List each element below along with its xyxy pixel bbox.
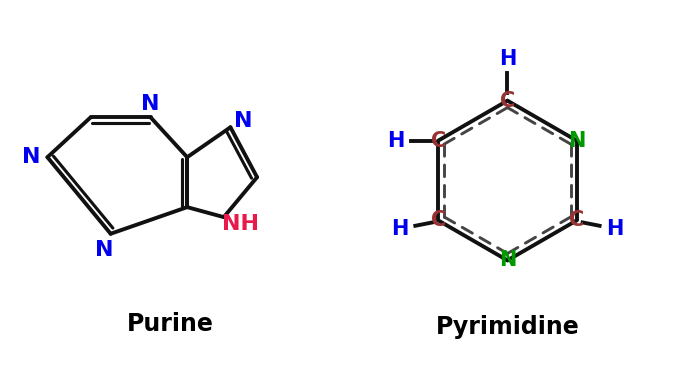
- Text: Pyrimidine: Pyrimidine: [435, 315, 579, 339]
- Text: N: N: [22, 147, 40, 167]
- Text: N: N: [568, 131, 585, 150]
- Text: H: H: [499, 49, 516, 69]
- Text: H: H: [606, 219, 624, 239]
- Text: C: C: [500, 91, 515, 110]
- Text: H: H: [391, 219, 409, 239]
- Text: Purine: Purine: [127, 312, 214, 336]
- Text: C: C: [569, 210, 584, 231]
- Text: N: N: [141, 94, 160, 114]
- Text: H: H: [387, 131, 404, 150]
- Text: C: C: [431, 131, 446, 150]
- Text: NH: NH: [222, 214, 259, 234]
- Text: N: N: [235, 110, 253, 131]
- Text: C: C: [431, 210, 446, 231]
- Text: N: N: [499, 250, 516, 271]
- Text: N: N: [95, 240, 113, 260]
